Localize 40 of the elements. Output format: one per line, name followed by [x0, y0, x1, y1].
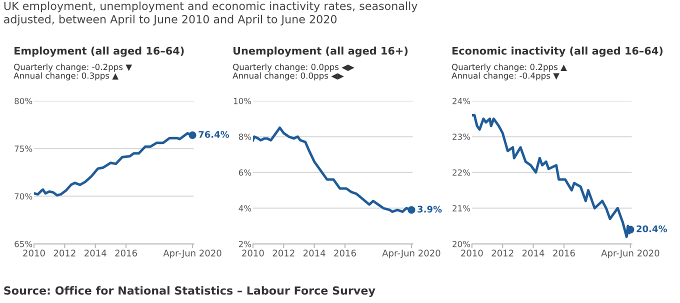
x-tick-label: 2012	[492, 250, 514, 256]
x-tick-label: Apr-Jun 2020	[601, 250, 660, 258]
y-tick-label: 65%	[14, 240, 32, 248]
x-tick-label: 2016	[115, 250, 137, 256]
x-tick-label: 2012	[272, 250, 294, 256]
x-tick-label: 2014	[303, 250, 326, 256]
chart-title: Employment (all aged 16–64)	[14, 46, 184, 57]
text: UK employment, unemployment and economic inactivity rates, seasonally adjusted, between April to June 2010 and April to June 2020	[4, 2, 418, 26]
chart-subtitle: Quarterly change: -0.2pps ▼ Annual change: 0.3pps ▲	[14, 64, 132, 80]
x-tick-label: 2010	[461, 250, 483, 256]
x-tick-label: 2014	[84, 250, 106, 256]
x-tick-label: 2014	[522, 250, 544, 256]
annotation: 20.4%	[636, 225, 668, 232]
x-tick-label: 2016	[553, 250, 575, 256]
y-tick-label: 22%	[452, 169, 470, 176]
x-tick-label: 2010	[242, 250, 264, 256]
y-tick-label: 21%	[452, 205, 470, 212]
x-tick-label: Apr-Jun 2020	[163, 250, 222, 258]
y-tick-label: 10%	[234, 98, 252, 104]
x-tick-label: 2012	[54, 250, 76, 256]
y-tick-label: 70%	[14, 193, 32, 200]
y-tick-label: 8%	[238, 134, 252, 140]
source-note: Source: Office for National Statistics – Labour Force Survey	[4, 286, 376, 297]
chart-subtitle: Quarterly change: 0.0pps ◀▶ Annual change: 0.0pps ◀▶	[232, 64, 354, 80]
y-tick-label: 6%	[238, 169, 252, 176]
y-tick-label: 75%	[14, 146, 32, 152]
x-tick-label: 2016	[334, 250, 356, 256]
chart-title: Unemployment (all aged 16+)	[234, 46, 408, 57]
chart-subtitle: Quarterly change: 0.2pps ▲ Annual change: -0.4pps ▼	[452, 64, 567, 80]
x-tick-label: Apr-Jun 2020	[382, 250, 440, 258]
y-tick-label: 24%	[452, 98, 470, 104]
chart-title: Economic inactivity (all aged 16–64)	[452, 46, 663, 57]
x-tick-label: 2010	[23, 250, 45, 256]
y-tick-label: 23%	[452, 134, 470, 140]
annotation: 76.4%	[198, 131, 230, 138]
y-tick-label: 20%	[452, 240, 470, 248]
y-tick-label: 4%	[238, 205, 252, 212]
y-tick-label: 2%	[238, 240, 252, 248]
annotation: 3.9%	[418, 206, 442, 213]
y-tick-label: 80%	[14, 98, 32, 104]
